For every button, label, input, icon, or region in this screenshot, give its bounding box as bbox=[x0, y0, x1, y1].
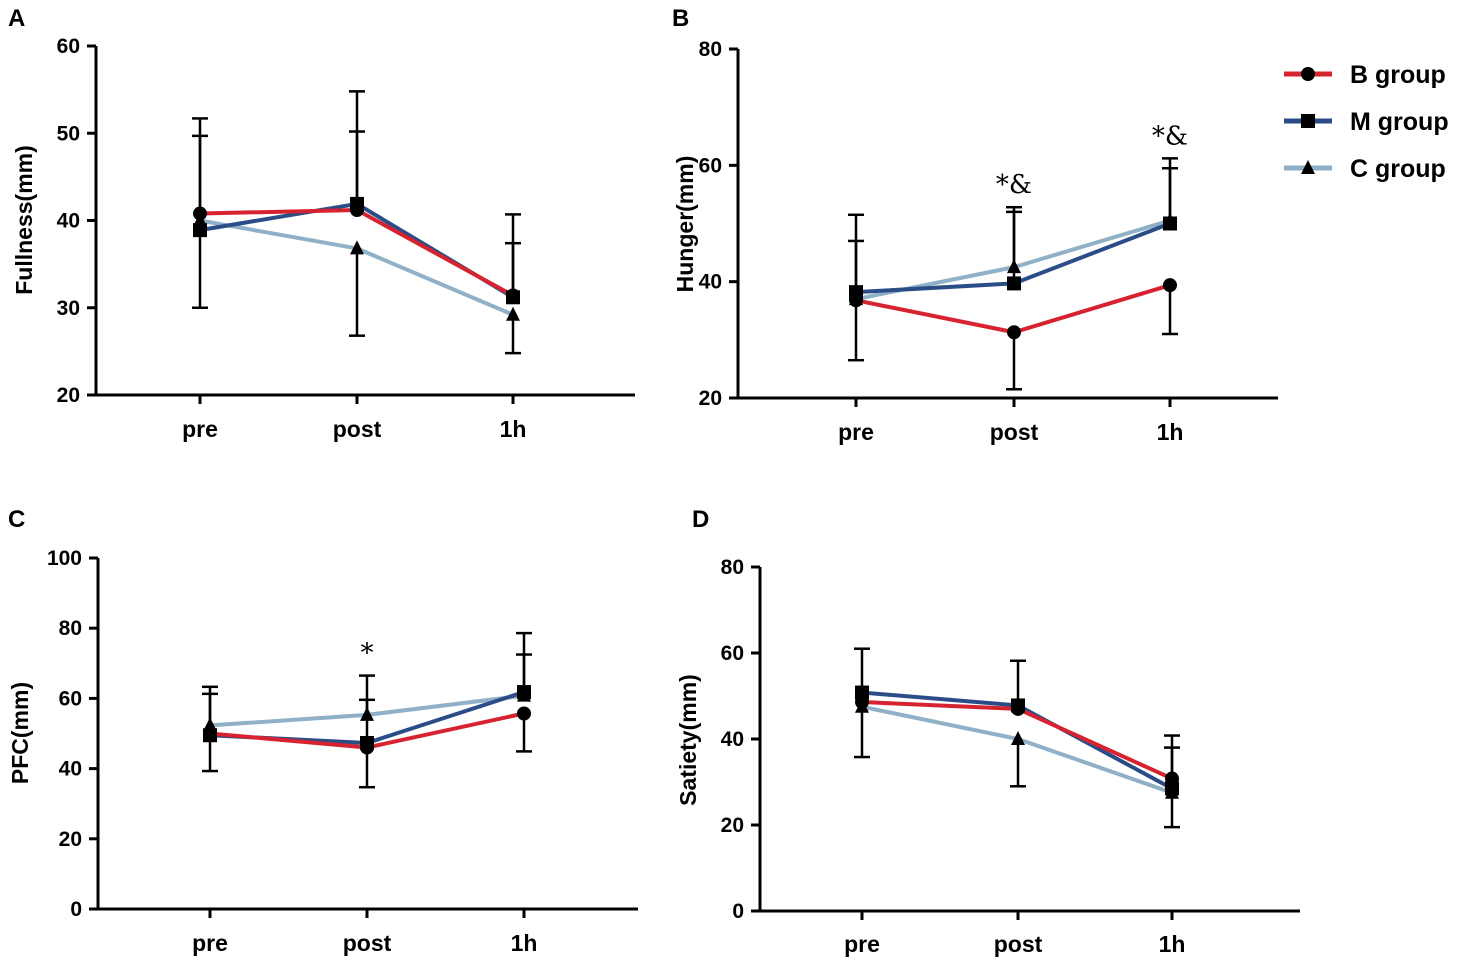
legend-label-m: M group bbox=[1350, 108, 1449, 136]
panel-a-x-tick-label: pre bbox=[182, 416, 218, 442]
panel-c-letter: C bbox=[8, 506, 25, 533]
panel-a-x-tick-label: post bbox=[333, 416, 382, 442]
panel-b-m-point bbox=[1007, 276, 1021, 291]
panel-d-m-point bbox=[1165, 781, 1179, 796]
panel-b-significance-annotation: *& bbox=[1152, 121, 1188, 151]
panel-a-c-point bbox=[350, 240, 364, 255]
panel-a-b-point bbox=[350, 203, 364, 218]
legend-swatch-c bbox=[1284, 160, 1332, 174]
panel-a-y-tick-label: 30 bbox=[57, 297, 80, 320]
panel-a-m-point bbox=[193, 223, 207, 238]
panel-c-y-tick-label: 80 bbox=[59, 617, 82, 640]
panel-d-b-point bbox=[1165, 771, 1179, 786]
panel-b-y-tick-label: 40 bbox=[699, 271, 722, 294]
panel-c-y-tick-label: 100 bbox=[47, 547, 82, 570]
panel-a-b-point bbox=[506, 288, 520, 303]
panel-b-y-tick-label: 20 bbox=[699, 387, 722, 410]
legend-label-c: C group bbox=[1350, 155, 1446, 183]
legend-swatch-b bbox=[1284, 67, 1332, 81]
panel-c-x-tick-label: pre bbox=[192, 930, 228, 956]
panel-b-letter: B bbox=[672, 5, 689, 32]
panel-d-y-tick-label: 40 bbox=[721, 728, 744, 751]
panel-d-b-point bbox=[855, 695, 869, 710]
panel-b-plot-area: 20 40 60 80 pre post 1h *& *& bbox=[699, 38, 1278, 445]
legend-marker-c bbox=[1301, 160, 1315, 174]
panel-c-y-tick-label: 0 bbox=[70, 898, 82, 921]
panel-b-b-point bbox=[849, 293, 863, 308]
panel-d-b-point bbox=[1011, 701, 1025, 716]
panel-d-x-tick-label: pre bbox=[844, 931, 880, 957]
panel-b-y-tick-label: 60 bbox=[699, 154, 722, 177]
panel-d-y-axis-label: Satiety(mm) bbox=[675, 674, 701, 806]
panel-a-plot-area: 20 30 40 50 60 pre post 1h bbox=[57, 35, 635, 442]
panel-b-c-point bbox=[1007, 259, 1021, 274]
panel-b-hunger: B Hunger(mm) 20 40 60 80 pre post 1h *& *& bbox=[672, 5, 1278, 445]
panel-b-significance-annotation: *& bbox=[996, 170, 1032, 200]
legend-label-b: B group bbox=[1350, 61, 1446, 89]
panel-b-y-tick-label: 80 bbox=[699, 38, 722, 61]
panel-c-y-tick-label: 60 bbox=[59, 687, 82, 710]
panel-b-b-point bbox=[1163, 278, 1177, 293]
legend: B group M group C group bbox=[1284, 61, 1449, 183]
panel-b-x-tick-label: post bbox=[990, 419, 1039, 445]
legend-item-m: M group bbox=[1284, 108, 1449, 136]
panel-c-y-tick-label: 20 bbox=[59, 828, 82, 851]
panel-c-x-tick-label: post bbox=[343, 930, 392, 956]
panel-a-y-tick-label: 40 bbox=[57, 210, 80, 233]
panel-d-c-point bbox=[1011, 731, 1025, 745]
panel-c-x-tick-label: 1h bbox=[511, 930, 538, 956]
panel-a-letter: A bbox=[8, 5, 25, 32]
legend-marker-b bbox=[1301, 67, 1315, 81]
panel-d-x-tick-label: post bbox=[994, 931, 1043, 957]
panel-a-y-tick-label: 50 bbox=[57, 122, 80, 145]
panel-c-c-point bbox=[360, 706, 374, 721]
panel-b-x-tick-label: pre bbox=[838, 419, 874, 445]
panel-a-b-point bbox=[193, 206, 207, 221]
legend-item-b: B group bbox=[1284, 61, 1446, 89]
panel-a-y-tick-label: 60 bbox=[57, 35, 80, 58]
panel-c-m-point bbox=[517, 685, 531, 700]
panel-a-x-tick-label: 1h bbox=[500, 416, 527, 442]
panel-b-x-tick-label: 1h bbox=[1157, 419, 1184, 445]
panel-b-b-series-line bbox=[855, 283, 1171, 335]
panel-d-plot-area: 0 20 40 60 80 pre post 1h bbox=[721, 556, 1300, 957]
panel-a-y-tick-label: 20 bbox=[57, 384, 80, 407]
legend-item-c: C group bbox=[1284, 155, 1446, 183]
legend-swatch-m bbox=[1284, 114, 1332, 128]
panel-d-letter: D bbox=[692, 506, 709, 533]
panel-a-fullness: A Fullness(mm) 20 30 40 50 60 pre post 1h bbox=[8, 5, 635, 442]
panel-c-b-point bbox=[360, 740, 374, 755]
panel-c-y-axis-label: PFC(mm) bbox=[7, 682, 33, 784]
panel-d-y-tick-label: 0 bbox=[732, 900, 744, 923]
panel-d-y-tick-label: 60 bbox=[721, 642, 744, 665]
panel-c-pfc: C PFC(mm) 0 20 40 60 80 100 pre post 1h * bbox=[7, 506, 638, 956]
panel-b-m-point bbox=[1163, 216, 1177, 231]
panel-a-y-axis-label: Fullness(mm) bbox=[11, 145, 37, 295]
panel-d-y-tick-label: 20 bbox=[721, 814, 744, 837]
legend-marker-m bbox=[1301, 114, 1315, 128]
panel-d-x-tick-label: 1h bbox=[1159, 931, 1186, 957]
panel-c-b-point bbox=[203, 726, 217, 741]
panel-a-c-point bbox=[506, 306, 520, 321]
panel-c-significance-annotation: * bbox=[361, 639, 374, 669]
panel-b-b-point bbox=[1007, 325, 1021, 340]
panel-b-y-axis-label: Hunger(mm) bbox=[672, 156, 698, 293]
panel-c-y-tick-label: 40 bbox=[59, 758, 82, 781]
panel-c-b-point bbox=[517, 706, 531, 721]
panel-d-satiety: D Satiety(mm) 0 20 40 60 80 pre post 1h bbox=[675, 506, 1300, 957]
panel-d-y-tick-label: 80 bbox=[721, 556, 744, 579]
panel-c-plot-area: 0 20 40 60 80 100 pre post 1h * bbox=[47, 547, 638, 956]
